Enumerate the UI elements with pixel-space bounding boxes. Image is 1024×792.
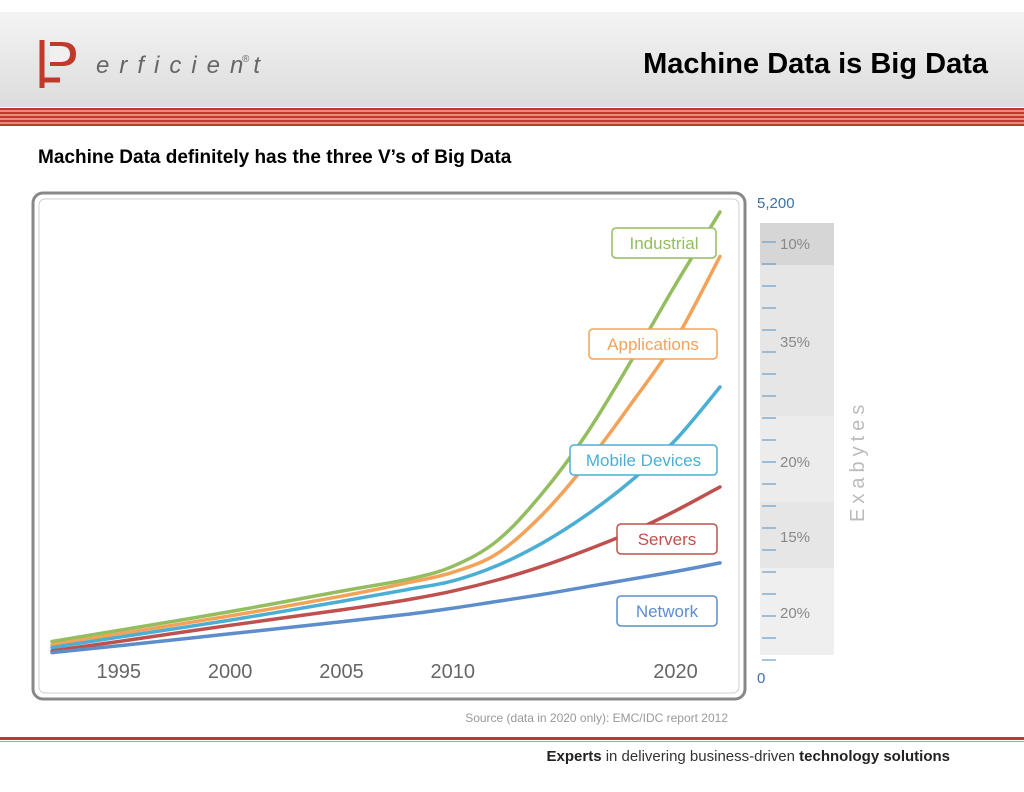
- share-band: [760, 416, 834, 502]
- legend-box-industrial: [611, 227, 717, 259]
- x-tick-label: 2010: [431, 661, 476, 683]
- y-axis-min-label: 0: [757, 670, 765, 687]
- slide-title: Machine Data is Big Data: [643, 48, 988, 80]
- footer-divider-thin: [0, 741, 1024, 742]
- legend-label-applications: Applications: [607, 335, 699, 354]
- share-band-label: 35%: [780, 334, 810, 351]
- chart-inner-frame: [38, 198, 740, 694]
- footer-divider: [0, 737, 1024, 740]
- tagline-middle: in delivering business-driven: [601, 748, 800, 765]
- logo-wordmark: erficient: [96, 52, 271, 79]
- x-tick-label: 2020: [653, 661, 698, 683]
- share-band: [760, 223, 834, 265]
- x-tick-label: 1995: [97, 661, 142, 683]
- tagline-tech-solutions: technology solutions: [799, 748, 950, 765]
- share-band: [760, 502, 834, 568]
- series-line-mobile-devices: [50, 385, 722, 650]
- legend-label-network: Network: [636, 602, 699, 621]
- legend-label-mobile-devices: Mobile Devices: [586, 451, 701, 470]
- header-bar: [0, 12, 1024, 107]
- share-band-label: 10%: [780, 236, 810, 253]
- legend-box-servers: [616, 523, 718, 555]
- series-line-applications: [50, 254, 722, 647]
- chart-source-note: Source (data in 2020 only): EMC/IDC repo…: [465, 711, 728, 725]
- slide-subtitle: Machine Data definitely has the three V’…: [38, 147, 512, 168]
- footer-tagline: Experts in delivering business-driven te…: [547, 748, 950, 765]
- legend-box-applications: [588, 328, 718, 360]
- y-axis-title: Exabytes: [847, 400, 869, 522]
- share-band-label: 20%: [780, 454, 810, 471]
- share-band-label: 15%: [780, 529, 810, 546]
- series-line-network: [50, 561, 722, 655]
- share-band-label: 20%: [780, 605, 810, 622]
- logo-p-mark-icon: [39, 40, 76, 88]
- legend-label-servers: Servers: [638, 530, 697, 549]
- logo-registered-mark: ®: [242, 54, 250, 65]
- legend-box-mobile-devices: [569, 444, 718, 476]
- x-tick-label: 2000: [208, 661, 253, 683]
- header-divider: [0, 108, 1024, 126]
- share-band: [760, 265, 834, 416]
- x-tick-label: 2005: [319, 661, 364, 683]
- perficient-logo: erficient ®: [36, 36, 266, 92]
- tagline-experts: Experts: [546, 748, 602, 765]
- legend-box-network: [616, 595, 718, 627]
- legend-label-industrial: Industrial: [630, 234, 699, 253]
- share-band: [760, 568, 834, 655]
- y-axis-max-label: 5,200: [757, 195, 795, 212]
